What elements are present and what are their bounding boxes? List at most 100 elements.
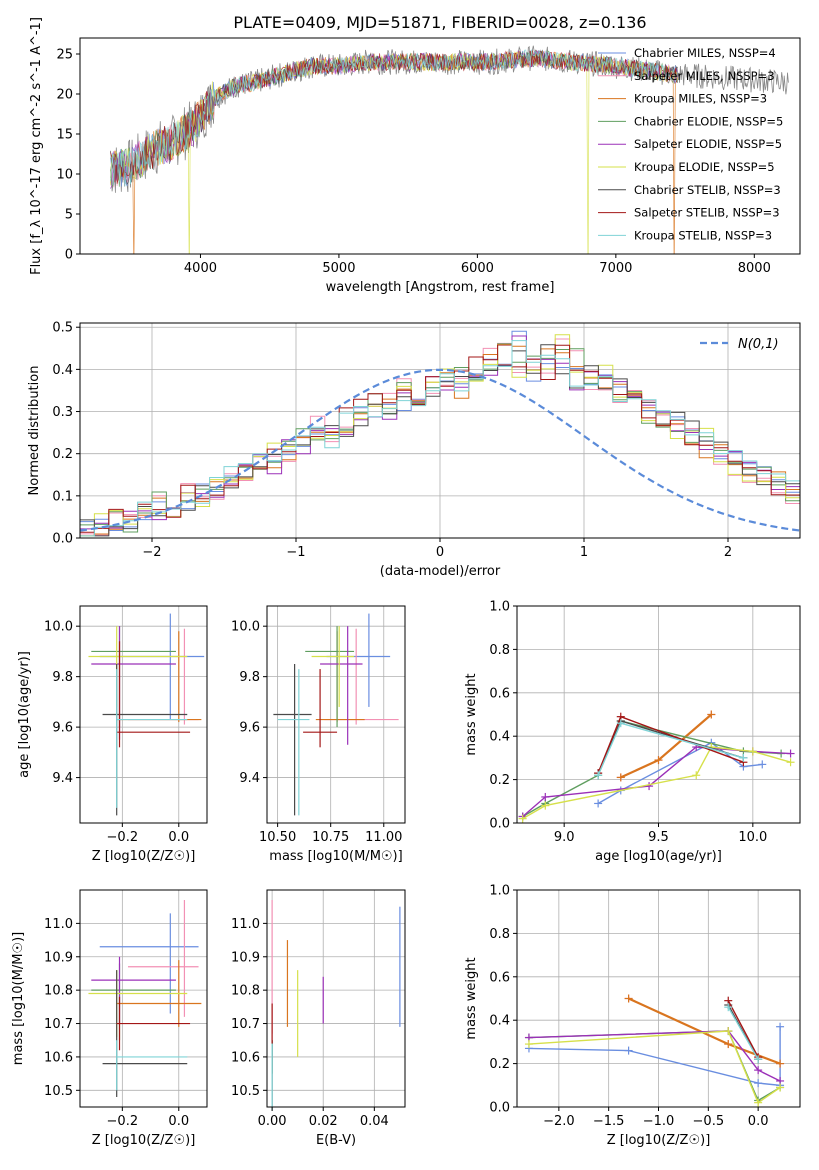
y-tick-label: 1.0: [489, 600, 510, 615]
y-tick-label: 1.0: [489, 884, 510, 899]
y-tick-label: 9.4: [52, 771, 73, 786]
y-tick-label: 0.1: [52, 489, 73, 504]
age-vs-Z-panel: −0.2 0.0 9.4 9.6 9.8 10.0 Z [log10(Z/Z☉)] age […: [17, 605, 208, 864]
weight-series-4: [522, 746, 791, 818]
spectrum-lines: [110, 45, 789, 254]
axes-frame: [266, 889, 406, 1108]
y-tick-label: 0.2: [489, 773, 510, 788]
y-tick-label: 10.8: [231, 984, 260, 999]
x-tick-label: 10.50: [259, 830, 296, 845]
x-tick-label: −2.0: [543, 1114, 575, 1129]
weight-series-5: [528, 1030, 781, 1104]
x-axis-label: age [log10(age/yr)]: [595, 849, 722, 864]
y-tick-label: 10.9: [231, 950, 260, 965]
model-spectrum-8: [110, 49, 678, 187]
gaussian-curve: [79, 368, 801, 532]
y-tick-label: 0.6: [489, 686, 510, 701]
y-tick-label: 0.0: [489, 1101, 510, 1116]
panels-group: 4000 5000 6000 7000 80000510152025wavelength…: [11, 17, 801, 1148]
x-tick-label: −2: [142, 545, 161, 560]
legend-gaussian-label: N(0,1): [738, 337, 779, 352]
x-tick-label: 2: [724, 545, 732, 560]
weight-vs-Z-panel: −2.0 −1.5 −1.0 −0.5 0.0 0.0 0.2 0.4 0.6 0.8 1.0 Z […: [464, 884, 801, 1148]
y-tick-label: 0.0: [489, 817, 510, 832]
y-axis-label: age [log10(age/yr)]: [17, 651, 32, 778]
y-tick-label: 10.6: [231, 1050, 260, 1065]
y-tick-label: 0.4: [489, 730, 510, 745]
residuals-panel: −2 −1 0 1 2 0.0 0.1 0.2 0.3 0.4 0.5 (data-model)/er…: [27, 321, 801, 579]
y-tick-label: 10.7: [44, 1017, 73, 1032]
y-axis-label: Normed distribution: [27, 366, 42, 496]
y-axis-label: mass weight: [464, 673, 479, 755]
x-axis-label: E(B-V): [316, 1133, 356, 1148]
legend-entry: Chabrier ELODIE, NSSP=5: [634, 114, 783, 128]
y-tick-label: 10.0: [44, 620, 73, 635]
x-tick-label: −0.2: [107, 1114, 139, 1129]
x-tick-label: 0.0: [748, 1114, 769, 1129]
axes-frame: [79, 37, 801, 255]
figure-title: PLATE=0409, MJD=51871, FIBERID=0028, z=0…: [233, 13, 646, 32]
y-tick-label: 0.4: [489, 1014, 510, 1029]
y-tick-label: 9.8: [239, 670, 260, 685]
spectrum-panel: 4000 5000 6000 7000 8000 0 5 10 15 20 25 wavelength…: [29, 17, 801, 295]
mass-vs-ebv-panel: 0.00 0.02 0.04 10.5 10.6 10.7 10.8 10.9 11.0 E(B-…: [231, 889, 406, 1148]
histogram-series-6: [80, 344, 801, 537]
y-tick-label: 10.7: [231, 1017, 260, 1032]
model-spectrum-6: [110, 49, 678, 185]
x-axis-label: wavelength [Angstrom, rest frame]: [326, 280, 555, 295]
legend-entry: Chabrier MILES, NSSP=4: [634, 46, 776, 60]
y-tick-label: 9.6: [52, 721, 73, 736]
y-tick-label: 10.0: [231, 620, 260, 635]
y-tick-label: 10.5: [231, 1084, 260, 1099]
y-tick-label: 10.5: [44, 1084, 73, 1099]
y-tick-label: 0.6: [489, 970, 510, 985]
x-tick-label: 10.0: [738, 830, 767, 845]
x-tick-label: 0.02: [309, 1114, 338, 1129]
legend-entry: Kroupa STELIB, NSSP=3: [634, 228, 772, 242]
y-axis-label: mass [log10(M/M☉)]: [11, 932, 26, 1065]
y-tick-label: 0.5: [52, 321, 73, 336]
y-tick-label: 9.4: [239, 771, 260, 786]
y-tick-label: 5: [65, 208, 73, 223]
y-tick-label: 10.8: [44, 984, 73, 999]
axes-frame: [79, 889, 208, 1108]
weight-series-7: [727, 1000, 759, 1058]
y-tick-label: 20: [56, 88, 73, 103]
y-axis-label: mass weight: [464, 957, 479, 1039]
x-tick-label: 0: [436, 545, 444, 560]
y-tick-label: 15: [56, 128, 73, 143]
x-axis-label: Z [log10(Z/Z☉)]: [92, 1133, 196, 1148]
axes-frame: [266, 605, 406, 824]
x-tick-label: 0.00: [258, 1114, 287, 1129]
y-tick-label: 0.8: [489, 643, 510, 658]
weight-series-8: [727, 1006, 759, 1060]
x-tick-label: −0.5: [693, 1114, 725, 1129]
x-tick-label: 5000: [322, 261, 355, 276]
y-tick-label: 0.2: [489, 1057, 510, 1072]
x-tick-label: −1.0: [643, 1114, 675, 1129]
legend-entry: Chabrier STELIB, NSSP=3: [634, 183, 781, 197]
observed-spectrum: [110, 45, 789, 193]
age-vs-mass-panel: 10.50 10.75 11.00 9.4 9.6 9.8 10.0 mass [log10(…: [231, 605, 406, 864]
x-axis-label: Z [log10(Z/Z☉)]: [607, 1133, 711, 1148]
x-axis-label: (data-model)/error: [380, 564, 501, 579]
weight-series-5: [522, 746, 791, 820]
y-tick-label: 10.6: [44, 1050, 73, 1065]
y-tick-label: 0: [65, 248, 73, 263]
model-spectrum-7: [110, 50, 678, 184]
x-tick-label: −0.2: [107, 830, 139, 845]
x-tick-label: 10.75: [312, 830, 349, 845]
y-axis-label: Flux [f_λ 10^-17 erg cm^-2 s^-1 A^-1]: [29, 17, 44, 275]
x-tick-label: 6000: [461, 261, 494, 276]
y-tick-label: 9.8: [52, 670, 73, 685]
x-tick-label: 0.04: [360, 1114, 389, 1129]
x-tick-label: −1.5: [593, 1114, 625, 1129]
y-tick-label: 10: [56, 168, 73, 183]
x-tick-label: 8000: [738, 261, 771, 276]
legend-entry: Kroupa MILES, NSSP=3: [634, 92, 767, 106]
y-tick-label: 9.6: [239, 721, 260, 736]
y-tick-label: 10.9: [44, 950, 73, 965]
x-tick-label: 11.00: [365, 830, 402, 845]
